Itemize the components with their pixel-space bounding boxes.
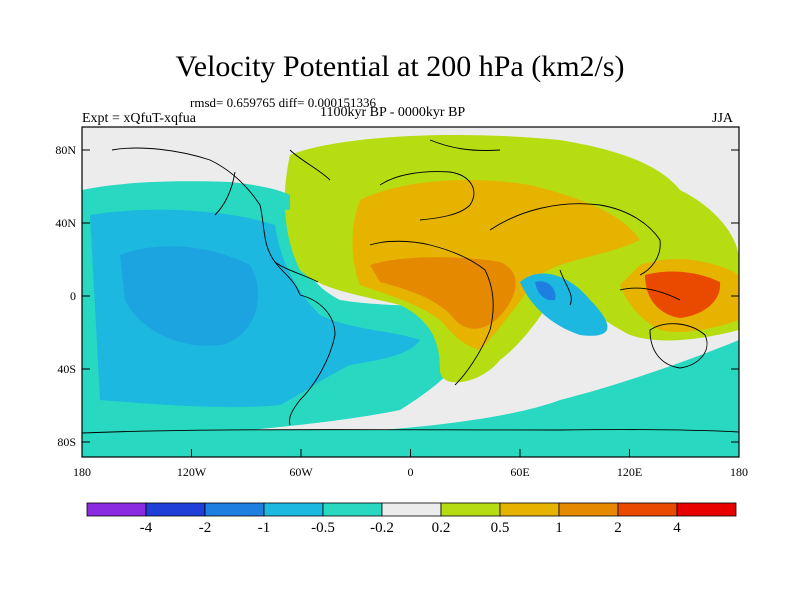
map-title: Velocity Potential at 200 hPa (km2/s) — [175, 50, 625, 83]
colorbar-label: -2 — [199, 520, 212, 536]
period-label: 1100kyr BP - 0000kyr BP — [320, 105, 466, 120]
contour-arctic — [82, 127, 739, 190]
coastlines — [82, 139, 739, 434]
contour-cyan-west-north — [82, 181, 290, 210]
lat-tick-0: 0 — [70, 289, 76, 303]
colorbar-label: -4 — [140, 520, 153, 536]
colorbar — [86, 502, 737, 517]
lon-tick-60w: 60W — [289, 465, 313, 479]
colorbar-swatch — [86, 502, 147, 517]
contour-fill — [82, 127, 739, 457]
lat-tick-80n: 80N — [55, 143, 76, 157]
colorbar-swatch — [263, 502, 324, 517]
lat-tick-40n: 40N — [55, 216, 76, 230]
contour-orange-east — [645, 271, 721, 318]
lon-tick-60e: 60E — [510, 465, 529, 479]
lon-tick-180e: 180 — [730, 465, 748, 479]
season-label: JJA — [712, 111, 734, 126]
contour-orange — [370, 257, 516, 329]
stats-label: rmsd= 0.659765 diff= 0.000151336 — [190, 95, 376, 110]
lon-tick-0: 0 — [408, 465, 414, 479]
colorbar-label: 2 — [614, 520, 622, 536]
colorbar-label: 4 — [673, 520, 681, 536]
lat-tick-40s: 40S — [57, 362, 76, 376]
axis-ticks — [81, 149, 740, 457]
colorbar-swatch — [617, 502, 678, 517]
colorbar-label: 0.5 — [491, 520, 510, 536]
colorbar-swatch — [499, 502, 560, 517]
colorbar-label: -1 — [258, 520, 271, 536]
lat-tick-80s: 80S — [57, 435, 76, 449]
contour-lightblue-west — [90, 209, 420, 408]
colorbar-label: 1 — [555, 520, 563, 536]
contour-blue-west — [120, 246, 259, 346]
contour-cyan-south-east — [380, 340, 739, 430]
colorbar-swatch — [322, 502, 383, 517]
lon-tick-180w: 180 — [73, 465, 91, 479]
colorbar-swatch — [440, 502, 501, 517]
colorbar-swatch — [381, 502, 442, 517]
experiment-label: Expt = xQfuT-xqfua — [82, 111, 196, 126]
colorbar-label: -0.2 — [370, 520, 394, 536]
colorbar-swatch — [145, 502, 206, 517]
colorbar-swatch — [558, 502, 619, 517]
colorbar-labels: -4 -2 -1 -0.5 -0.2 0.2 0.5 1 2 4 — [140, 520, 682, 536]
colorbar-label: -0.5 — [311, 520, 335, 536]
colorbar-swatch — [204, 502, 265, 517]
contour-cyan-south — [82, 430, 739, 457]
colorbar-swatch — [676, 502, 737, 517]
lon-tick-120e: 120E — [617, 465, 642, 479]
lon-tick-120w: 120W — [177, 465, 207, 479]
contour-indian-core — [535, 281, 556, 301]
colorbar-label: 0.2 — [432, 520, 451, 536]
